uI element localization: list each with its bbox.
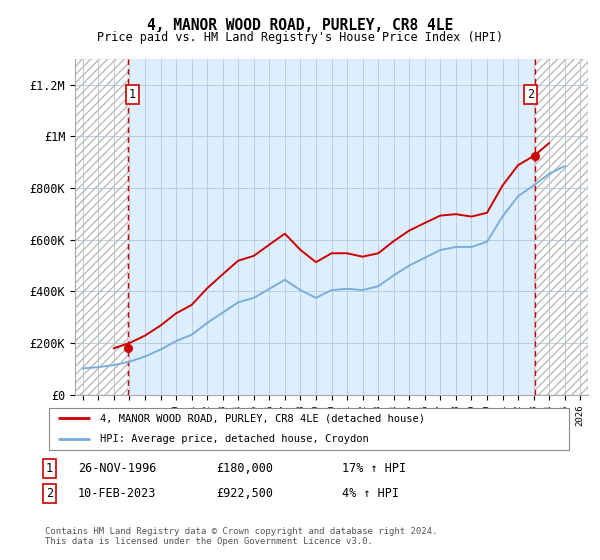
Text: £180,000: £180,000 <box>216 462 273 475</box>
Bar <box>535 59 588 395</box>
Text: 4, MANOR WOOD ROAD, PURLEY, CR8 4LE (detached house): 4, MANOR WOOD ROAD, PURLEY, CR8 4LE (det… <box>100 413 425 423</box>
Text: 2: 2 <box>46 487 53 501</box>
Text: Price paid vs. HM Land Registry's House Price Index (HPI): Price paid vs. HM Land Registry's House … <box>97 31 503 44</box>
Text: 1: 1 <box>46 462 53 475</box>
Text: 26-NOV-1996: 26-NOV-1996 <box>78 462 157 475</box>
FancyBboxPatch shape <box>49 408 569 450</box>
Text: 1: 1 <box>129 87 136 101</box>
Bar <box>75 59 128 395</box>
Bar <box>75 59 128 395</box>
Bar <box>535 59 588 395</box>
Text: £922,500: £922,500 <box>216 487 273 501</box>
Text: Contains HM Land Registry data © Crown copyright and database right 2024.
This d: Contains HM Land Registry data © Crown c… <box>45 526 437 546</box>
Text: 4% ↑ HPI: 4% ↑ HPI <box>342 487 399 501</box>
Text: 4, MANOR WOOD ROAD, PURLEY, CR8 4LE: 4, MANOR WOOD ROAD, PURLEY, CR8 4LE <box>147 18 453 33</box>
Text: 17% ↑ HPI: 17% ↑ HPI <box>342 462 406 475</box>
Text: 10-FEB-2023: 10-FEB-2023 <box>78 487 157 501</box>
Text: HPI: Average price, detached house, Croydon: HPI: Average price, detached house, Croy… <box>100 433 369 444</box>
Text: 2: 2 <box>527 87 534 101</box>
